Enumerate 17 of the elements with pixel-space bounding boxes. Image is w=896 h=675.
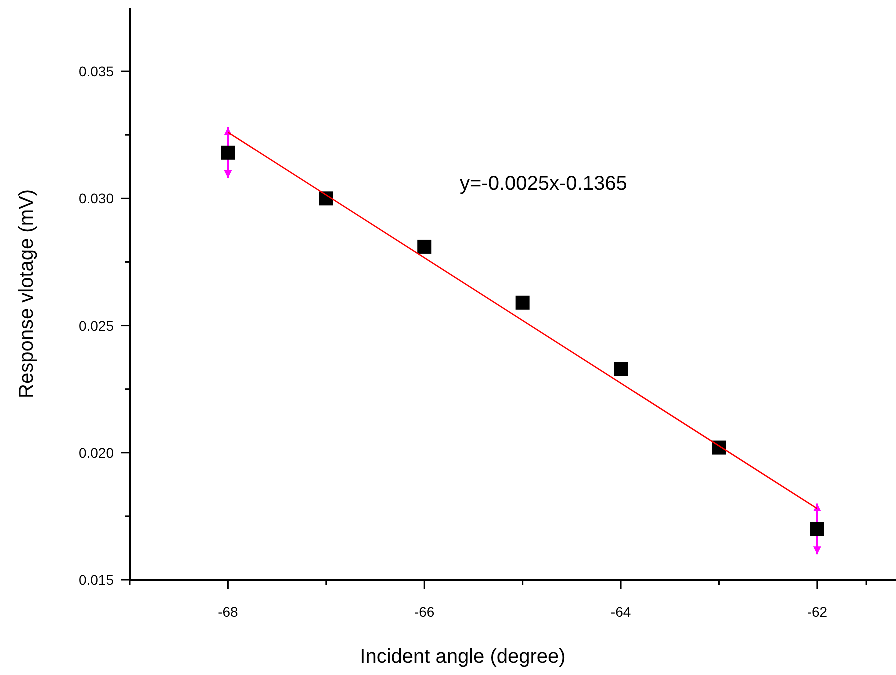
y-axis-title: Response vlotage (mV) [16,190,38,398]
annotation: y=-0.0025x-0.1365 [460,173,628,195]
x-tick-label: -62 [807,604,828,620]
y-tick-label: 0.030 [78,190,114,207]
point [221,146,236,160]
x-axis-title: Incident angle (degree) [360,646,566,668]
point [418,240,432,254]
y-tick-label: 0.035 [78,64,114,80]
y-tick-label: 0.015 [78,572,114,588]
point [614,362,628,376]
x-tick-label: -64 [610,604,632,620]
y-tick-label: 0.025 [78,318,114,334]
point [516,296,530,310]
x-tick-label: -66 [414,604,435,620]
y-tick-label: 0.020 [78,444,114,461]
x-tick-label: -68 [218,604,239,620]
point [810,522,824,536]
